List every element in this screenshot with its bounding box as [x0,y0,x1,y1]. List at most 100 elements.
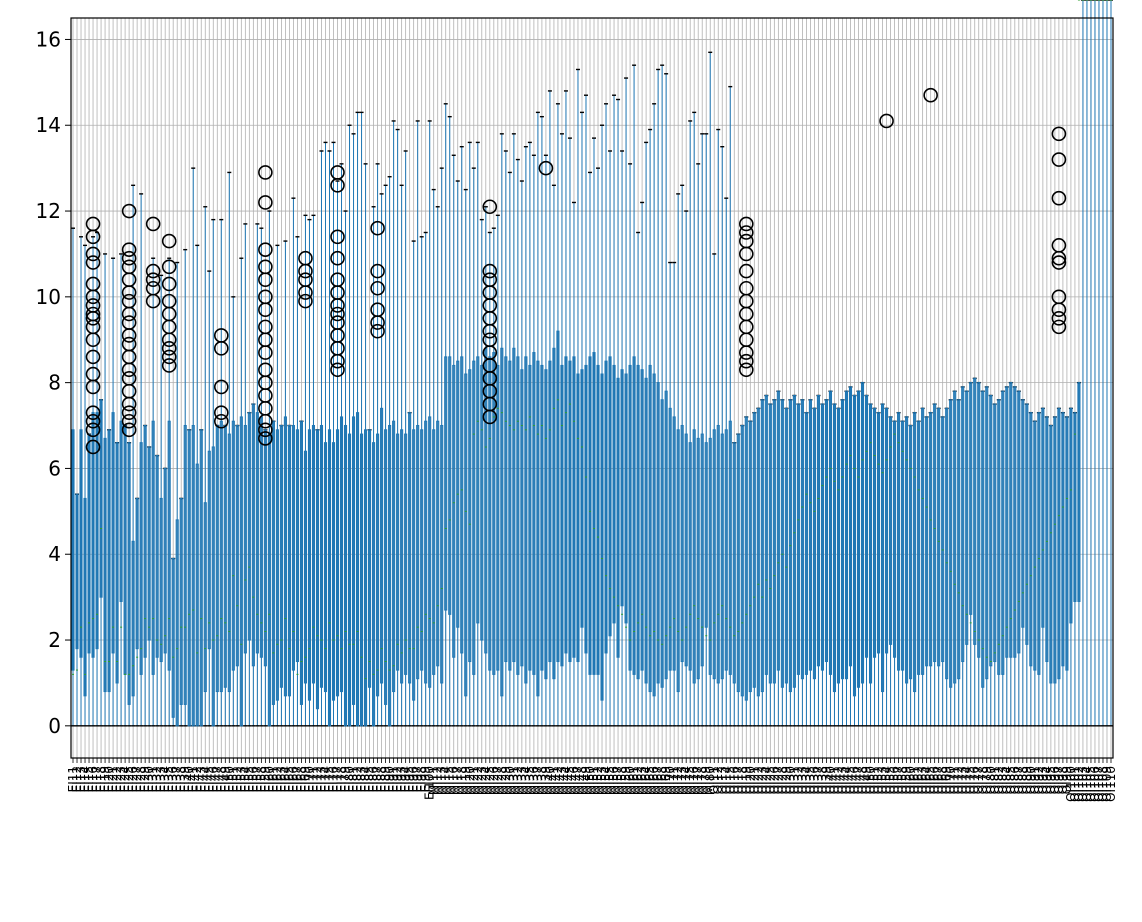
outlier-point [330,250,345,266]
outlier-point [85,439,101,455]
box [331,442,336,701]
x-tick-label: MI32 [511,766,525,795]
box [804,412,808,675]
box [712,429,716,680]
box [127,442,131,705]
box [496,364,500,671]
x-tick-label: EI48 [214,766,228,792]
box [239,416,243,727]
box [985,386,989,680]
x-tick-label: MI34 [519,766,533,795]
x-tick-label: MI70 [663,766,677,795]
outlier-point [370,220,385,236]
box [476,356,480,624]
box [969,382,973,615]
x-tick-label: MI48 [575,766,589,795]
outlier-point [213,405,229,420]
box [516,356,520,675]
box [1037,412,1041,675]
box [800,399,804,680]
outlier-point [121,371,137,386]
outlier-point [85,246,101,262]
outlier-point [121,259,137,275]
y-tick-label: 2 [48,628,61,652]
outlier-point [258,422,273,438]
outlier-point [258,319,273,335]
box [852,394,857,697]
outlier-point [258,242,273,257]
x-tick-label: EI62 [270,766,284,792]
x-tick-label: OI23 [755,766,769,794]
x-tick-label: EI75 [322,766,336,792]
x-tick-label: OI38 [815,766,829,794]
outlier-point [85,306,101,322]
box [392,420,396,693]
x-tick-label: OI82 [992,766,1006,794]
box [131,540,135,697]
box [913,412,917,693]
outlier-point [482,332,498,348]
outlier-point [738,280,754,296]
box [580,369,584,628]
box [420,429,424,671]
x-tick-label: MI26 [487,766,501,795]
box [536,360,540,697]
box [616,377,620,658]
x-tick-label: EI56 [246,766,260,792]
box [488,356,492,671]
x-tick-label: EI17 [90,766,104,792]
box [187,429,191,727]
x-tick-label: EI27 [130,766,144,792]
box [836,407,841,684]
box [171,557,175,718]
x-tick-label: EI78 [335,766,349,792]
x-tick-label: OI88 [1016,766,1030,794]
box [973,377,977,645]
x-tick-label: MI52 [591,766,605,795]
box [1045,416,1049,663]
outlier-point [330,165,345,180]
x-tick-label: OI80 [984,766,998,794]
y-tick-label: 16 [36,27,61,51]
box [632,356,636,675]
x-tick-label: OI56 [888,766,902,794]
box [993,403,997,663]
box [981,390,985,688]
x-tick-label: OI100 [1064,766,1078,802]
x-tick-label: OI41 [827,766,841,794]
x-tick-label: MI59 [619,766,633,795]
x-tick-label: MI19 [459,766,473,795]
x-tick-label: MI69 [659,766,673,795]
x-tick-label: OI66 [928,766,942,794]
box [704,442,708,628]
x-tick-label: EI24 [118,766,132,792]
x-tick-label: OI44 [839,766,853,794]
outlier-point [370,302,385,318]
box [828,390,833,675]
box [796,403,800,675]
box [893,420,897,658]
x-tick-label: MI72 [671,766,685,795]
box [175,519,179,727]
box [388,424,392,727]
box [917,420,921,675]
box [275,429,279,701]
x-tick-label: MI21 [467,766,481,795]
x-tick-label: EI77 [331,766,345,792]
box [961,386,965,663]
box [692,429,696,684]
x-tick-label: EI12 [70,766,84,792]
x-tick-label: EI68 [294,766,308,792]
box [315,429,320,710]
x-tick-label: OI42 [831,766,845,794]
box [71,429,75,671]
x-tick-label: MI74 [679,766,693,795]
box [384,429,388,705]
box [941,416,945,663]
box [159,497,163,663]
box [347,433,352,727]
x-tick-label: EI16 [86,766,100,792]
box [532,352,536,675]
x-tick-label: MI58 [615,766,629,795]
